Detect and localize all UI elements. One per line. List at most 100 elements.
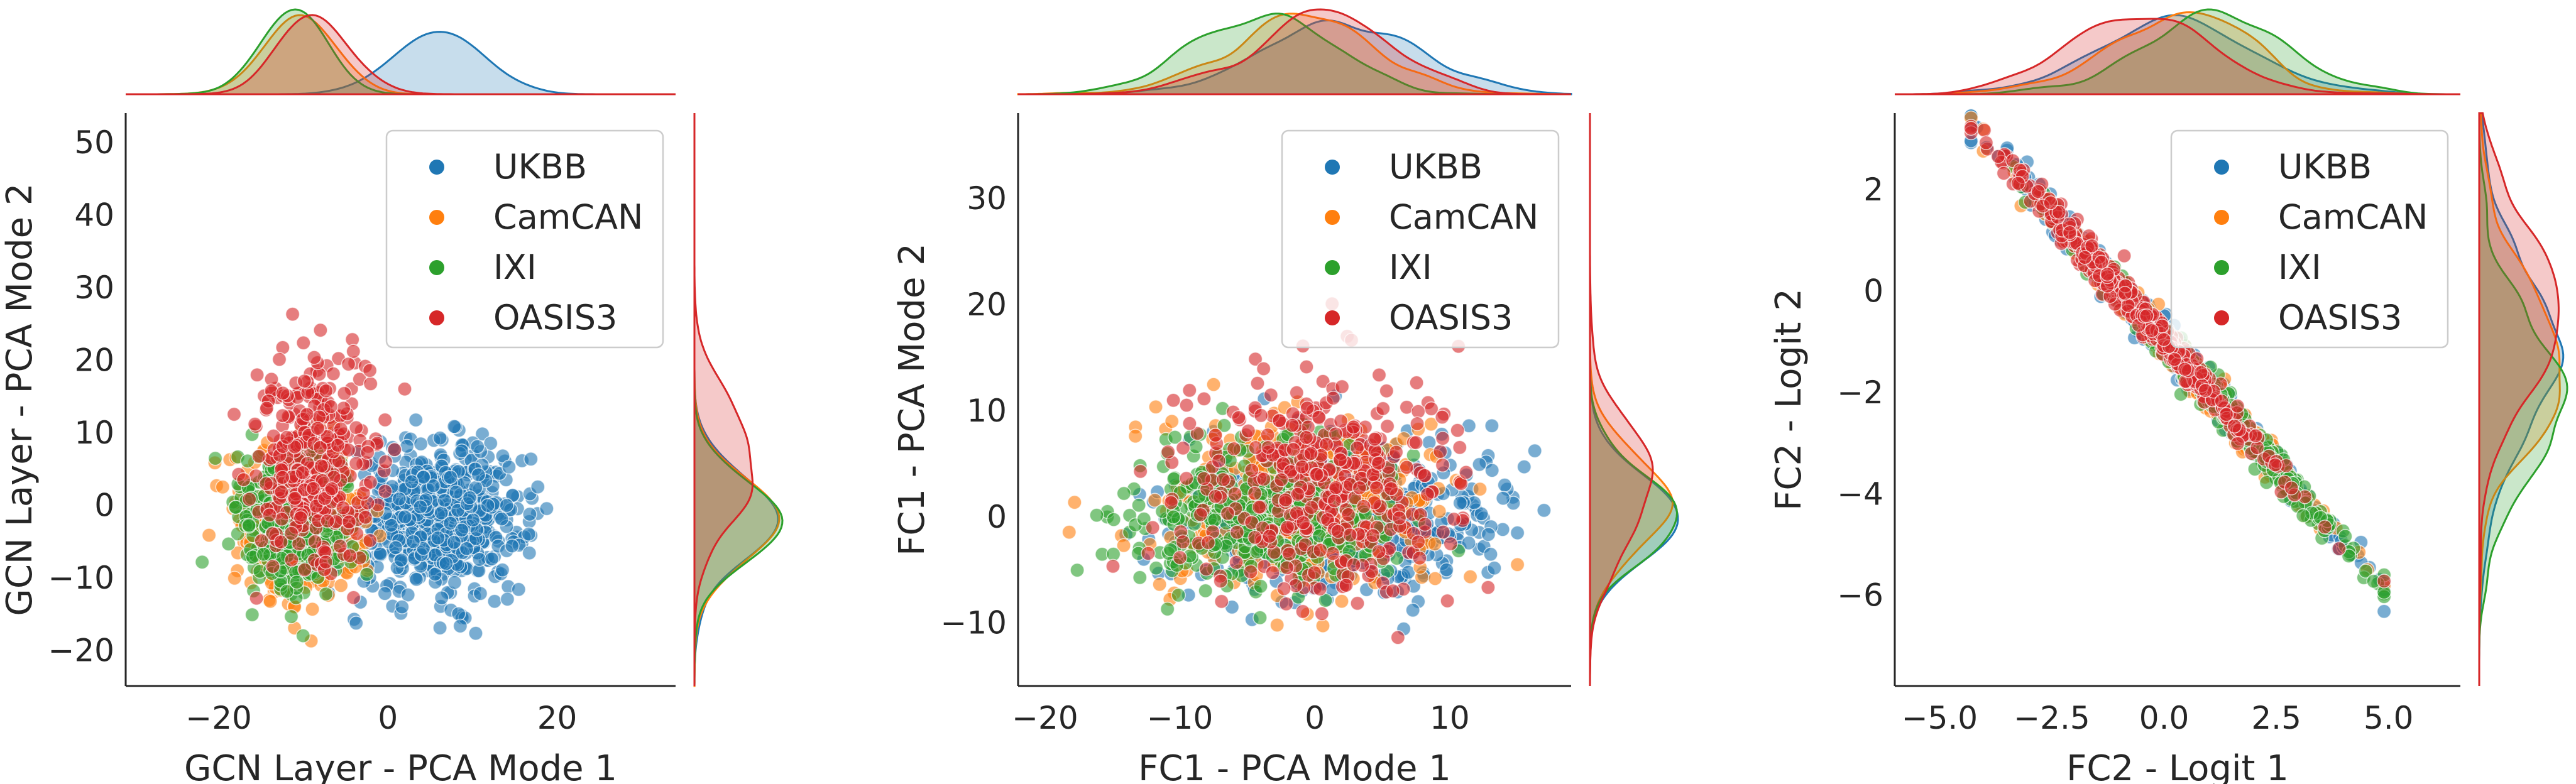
scatter-point <box>1405 602 1420 618</box>
legend-label: IXI <box>493 248 537 287</box>
scatter-point <box>499 498 514 513</box>
series-UKBB <box>321 412 554 641</box>
scatter-point <box>305 601 320 617</box>
scatter-point <box>430 530 446 546</box>
scatter-point <box>439 556 454 571</box>
scatter-point <box>1256 361 1271 376</box>
scatter-point <box>1379 383 1395 398</box>
scatter-point <box>1226 441 1242 457</box>
scatter-point <box>473 586 488 601</box>
x-tick-label: 0 <box>1305 700 1325 736</box>
scatter-point <box>1220 506 1236 521</box>
legend-label: OASIS3 <box>493 298 617 337</box>
y-tick-label: 10 <box>74 415 114 451</box>
scatter-point <box>346 344 361 359</box>
scatter-point <box>1211 453 1227 469</box>
y-tick-label: 20 <box>74 342 114 379</box>
scatter-point <box>1484 418 1499 433</box>
scatter-point <box>284 552 299 567</box>
legend-label: UKBB <box>1389 147 1483 187</box>
scatter-point <box>299 406 315 422</box>
scatter-point <box>1417 468 1432 483</box>
scatter-point <box>1231 410 1246 425</box>
scatter-point <box>511 582 527 597</box>
scatter-point <box>201 528 217 543</box>
scatter-point <box>480 498 495 513</box>
scatter-point <box>1200 535 1216 550</box>
scatter-point <box>312 440 328 455</box>
scatter-point <box>1253 408 1269 423</box>
scatter-point <box>434 590 449 606</box>
scatter-point <box>333 578 349 593</box>
legend-marker <box>429 210 444 225</box>
y-tick-label: 30 <box>74 270 114 306</box>
y-axis-label: GCN Layer - PCA Mode 2 <box>0 183 40 616</box>
x-tick-label: 20 <box>537 700 578 736</box>
scatter-point <box>1215 472 1231 487</box>
scatter-point <box>244 607 260 623</box>
legend-marker <box>429 160 444 175</box>
scatter-point <box>341 514 357 530</box>
scatter-point <box>1417 516 1433 532</box>
legend-marker <box>429 260 444 275</box>
scatter-point <box>1265 565 1280 580</box>
marginal-top <box>1017 8 1572 95</box>
scatter-point <box>1487 560 1502 576</box>
scatter-point <box>1472 481 1488 497</box>
scatter-point <box>1247 486 1263 501</box>
scatter-point <box>1346 420 1361 435</box>
scatter-point <box>1070 562 1085 578</box>
scatter-point <box>1314 606 1330 621</box>
x-axis-label: GCN Layer - PCA Mode 1 <box>184 748 617 784</box>
scatter-point <box>215 479 231 494</box>
scatter-point <box>1333 413 1349 429</box>
y-tick-label: 0 <box>94 487 114 523</box>
scatter-point <box>425 478 441 494</box>
scatter-point <box>293 510 309 526</box>
scatter-point <box>1391 510 1407 526</box>
kde-right-OASIS3 <box>693 113 754 686</box>
scatter-point <box>330 437 346 453</box>
scatter-point <box>1295 515 1311 530</box>
scatter-point <box>358 509 373 525</box>
scatter-point <box>356 486 371 501</box>
marginal-right <box>1589 113 1679 687</box>
scatter-point <box>341 356 356 372</box>
scatter-point <box>1334 594 1349 609</box>
scatter-point <box>397 381 412 396</box>
scatter-point <box>249 368 265 383</box>
scatter-point <box>405 534 421 550</box>
scatter-point <box>1105 558 1121 574</box>
scatter-point <box>1274 472 1289 487</box>
y-tick-label: 30 <box>967 180 1007 217</box>
scatter-point <box>1152 577 1167 592</box>
scatter-point <box>399 438 415 454</box>
scatter-point <box>1298 430 1314 445</box>
scatter-point <box>487 594 502 609</box>
scatter-point <box>1160 444 1176 460</box>
scatter-point <box>275 386 290 401</box>
scatter-point <box>1435 410 1450 425</box>
scatter-point <box>1399 460 1415 475</box>
scatter-point <box>275 408 290 423</box>
scatter-point <box>362 362 378 378</box>
scatter-point <box>383 518 399 533</box>
scatter-point <box>1260 427 1275 443</box>
scatter-point <box>1089 508 1104 523</box>
scatter-point <box>1241 423 1256 438</box>
scatter-point <box>1327 493 1342 508</box>
scatter-point <box>1410 404 1426 419</box>
y-tick-label: −20 <box>48 632 114 668</box>
scatter-point <box>348 616 364 631</box>
scatter-point <box>1325 546 1340 561</box>
scatter-point <box>1172 550 1188 565</box>
marginal-right <box>693 113 784 687</box>
scatter-point <box>1481 527 1496 542</box>
scatter-point <box>1198 562 1214 577</box>
scatter-point <box>274 484 289 499</box>
scatter-point <box>1307 565 1322 580</box>
scatter-point <box>247 416 263 432</box>
scatter-point <box>1208 427 1223 443</box>
